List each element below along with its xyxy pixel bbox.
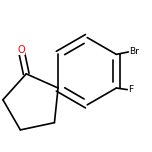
Text: Br: Br [129, 47, 139, 56]
Text: O: O [17, 45, 25, 55]
Text: F: F [128, 85, 133, 94]
